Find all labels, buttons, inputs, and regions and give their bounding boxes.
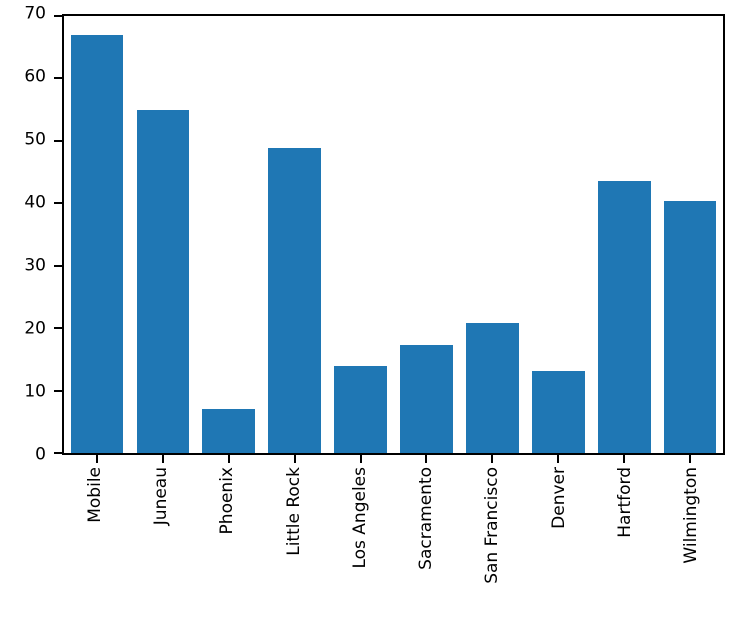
bar <box>334 365 387 453</box>
y-tick-label: 0 <box>35 444 46 465</box>
bar <box>268 148 322 453</box>
x-tick-mark <box>227 455 230 463</box>
bar <box>663 201 717 453</box>
bar-slot <box>394 16 460 453</box>
x-label-slot: Phoenix <box>195 455 261 584</box>
bar-slot <box>525 16 591 453</box>
x-tick-mark <box>359 455 362 463</box>
y-tick-mark <box>54 264 62 267</box>
bar-slot <box>262 16 328 453</box>
x-label-slot: Hartford <box>592 455 658 584</box>
x-label-slot: Little Rock <box>261 455 327 584</box>
x-label-slot: Denver <box>526 455 592 584</box>
bar-slot <box>591 16 657 453</box>
x-tick-label: Phoenix <box>217 467 238 535</box>
y-tick-mark <box>54 15 62 17</box>
bar <box>202 409 256 453</box>
y-tick-label: 30 <box>24 255 46 276</box>
x-tick-label: Hartford <box>615 467 636 538</box>
x-tick-mark <box>161 455 164 463</box>
bar <box>136 109 190 453</box>
y-tick-label: 70 <box>24 3 46 24</box>
bar <box>597 181 651 453</box>
x-tick-mark <box>425 455 428 463</box>
x-tick-label: Sacramento <box>416 467 437 570</box>
x-label-slot: Sacramento <box>393 455 459 584</box>
x-label-slot: San Francisco <box>460 455 526 584</box>
x-tick-mark <box>95 455 98 463</box>
y-tick-mark <box>54 327 62 330</box>
x-label-slot: Los Angeles <box>327 455 393 584</box>
y-tick-label: 20 <box>24 318 46 339</box>
x-tick-label: San Francisco <box>482 467 503 584</box>
bar-slot <box>130 16 196 453</box>
bar-slot <box>328 16 394 453</box>
x-tick-label: Little Rock <box>283 467 304 556</box>
x-tick-label: Denver <box>548 467 569 529</box>
x-tick-mark <box>689 455 692 463</box>
y-axis-tick-labels: 0 10 20 30 40 50 60 70 <box>0 5 52 463</box>
y-tick-mark <box>54 389 62 392</box>
x-label-slot: Juneau <box>128 455 194 584</box>
x-tick-label: Juneau <box>150 467 171 526</box>
y-tick-label: 60 <box>24 66 46 87</box>
x-tick-label: Los Angeles <box>349 467 370 569</box>
bar <box>400 345 453 453</box>
x-tick-label: Wilmington <box>681 467 702 564</box>
bar <box>70 34 124 453</box>
x-label-slot: Wilmington <box>659 455 725 584</box>
y-tick-label: 50 <box>24 129 46 150</box>
bar-slot <box>64 16 130 453</box>
y-tick-mark <box>54 77 62 80</box>
x-tick-mark <box>623 455 626 463</box>
y-tick-mark <box>54 202 62 205</box>
bar-slot <box>196 16 262 453</box>
plot-area <box>54 14 725 463</box>
bar <box>466 322 519 453</box>
y-tick-label: 10 <box>24 381 46 402</box>
x-label-slot: Mobile <box>62 455 128 584</box>
bar-slot <box>459 16 525 453</box>
y-tick-mark <box>54 139 62 142</box>
bar <box>531 371 585 453</box>
bar-slot <box>657 16 723 453</box>
x-tick-mark <box>293 455 296 463</box>
x-tick-mark <box>491 455 494 463</box>
y-tick-mark <box>54 452 62 454</box>
bars-container <box>64 16 723 453</box>
x-tick-mark <box>557 455 560 463</box>
y-tick-label: 40 <box>24 192 46 213</box>
x-tick-label: Mobile <box>84 467 105 523</box>
x-axis-tick-labels: Mobile Juneau Phoenix Little Rock Los Angele… <box>62 455 725 584</box>
